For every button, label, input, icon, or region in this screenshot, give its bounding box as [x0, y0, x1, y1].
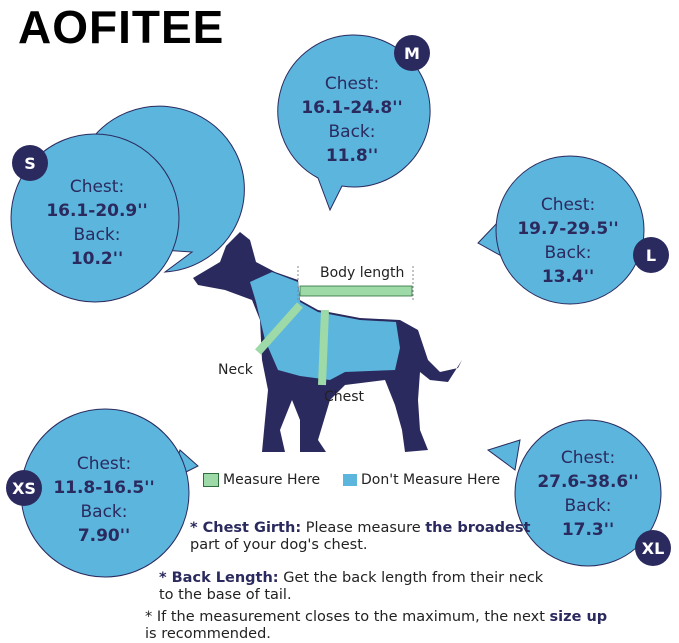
- back-label: Back:: [564, 496, 612, 516]
- size-badge-s: S: [12, 145, 48, 181]
- note-emphasis: size up: [549, 609, 608, 625]
- note-emphasis: the broadest: [425, 520, 531, 536]
- back-value: 17.3'': [561, 520, 615, 540]
- back-label: Back:: [80, 502, 128, 522]
- note-text: Please measure: [305, 520, 421, 536]
- size-xs-info: Chest: 11.8-16.5'' Back: 7.90'': [53, 452, 154, 548]
- chest-label: Chest:: [560, 448, 616, 468]
- note-text: part of your dog's chest.: [190, 537, 368, 553]
- size-s-info: Chest: 16.1-20.9'' Back: 10.2'': [46, 175, 147, 271]
- dog-illustration: [193, 232, 462, 452]
- size-badge-m: M: [394, 35, 430, 71]
- chest-label: Chest:: [69, 177, 125, 197]
- back-value: 7.90'': [77, 526, 131, 546]
- chest-value: 27.6-38.6'': [537, 472, 639, 492]
- size-badge-xs: XS: [6, 470, 42, 506]
- chest-label: Chest:: [540, 195, 596, 215]
- brand-logo: AOFITEE: [18, 1, 225, 53]
- size-l-info: Chest: 19.7-29.5'' Back: 13.4'': [517, 193, 618, 289]
- neck-label: Neck: [218, 362, 253, 378]
- chest-value: 19.7-29.5'': [517, 219, 619, 239]
- chest-label: Chest:: [324, 74, 380, 94]
- legend-measure: Measure Here: [203, 472, 320, 488]
- note-text: Get the back length from their neck: [283, 570, 544, 586]
- back-label: Back:: [73, 225, 121, 245]
- back-value: 11.8'': [325, 146, 379, 166]
- back-value: 13.4'': [541, 267, 595, 287]
- size-badge-l: L: [633, 237, 669, 273]
- chest-value: 11.8-16.5'': [53, 478, 155, 498]
- legend-dont-measure: Don't Measure Here: [343, 472, 500, 488]
- blue-swatch-icon: [343, 474, 357, 486]
- chest-label: Chest:: [76, 454, 132, 474]
- back-label: Back:: [328, 122, 376, 142]
- note-text: * If the measurement closes to the maxim…: [145, 609, 545, 625]
- size-xl-info: Chest: 27.6-38.6'' Back: 17.3'': [537, 446, 638, 542]
- body-length-label: Body length: [320, 265, 405, 281]
- chest-value: 16.1-24.8'': [301, 98, 403, 118]
- back-label: Back:: [544, 243, 592, 263]
- note-title: * Chest Girth:: [190, 520, 302, 536]
- size-badge-xl: XL: [635, 530, 671, 566]
- note-title: * Back Length:: [159, 570, 279, 586]
- tape-icon: [203, 473, 219, 487]
- back-length-note: * Back Length: Get the back length from …: [159, 570, 543, 604]
- chest-girth-note: * Chest Girth: Please measure the broade…: [190, 520, 530, 554]
- note-text: is recommended.: [145, 626, 271, 642]
- chest-label: Chest: [324, 389, 365, 405]
- chest-value: 16.1-20.9'': [46, 201, 148, 221]
- legend-dont-measure-label: Don't Measure Here: [361, 472, 501, 488]
- size-up-note: * If the measurement closes to the maxim…: [145, 609, 607, 643]
- legend-measure-label: Measure Here: [223, 472, 321, 488]
- back-value: 10.2'': [70, 249, 124, 269]
- size-m-info: Chest: 16.1-24.8'' Back: 11.8'': [301, 72, 402, 168]
- note-text: to the base of tail.: [159, 587, 292, 603]
- bubble-xl: [486, 439, 521, 471]
